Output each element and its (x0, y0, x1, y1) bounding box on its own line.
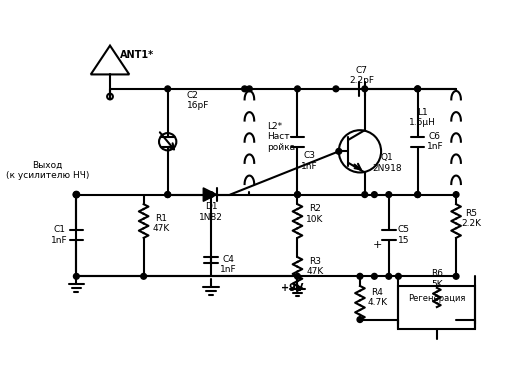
Circle shape (165, 192, 171, 197)
Polygon shape (203, 188, 217, 201)
Circle shape (295, 86, 301, 92)
Circle shape (74, 192, 79, 197)
Text: C6
1nF: C6 1nF (427, 132, 443, 151)
Circle shape (208, 192, 214, 197)
Text: Регенерация: Регенерация (408, 294, 466, 303)
Circle shape (362, 192, 367, 197)
Circle shape (362, 86, 367, 92)
Text: L1
1.6μH: L1 1.6μH (409, 108, 436, 127)
Text: R2
10K: R2 10K (306, 204, 323, 224)
Text: R6
5K: R6 5K (431, 269, 443, 289)
Circle shape (165, 192, 171, 197)
Text: L2*
Наст-
ройка: L2* Наст- ройка (267, 122, 295, 152)
Text: C3
1nF: C3 1nF (301, 151, 317, 170)
Circle shape (165, 86, 171, 92)
Circle shape (247, 86, 252, 92)
Circle shape (295, 192, 301, 197)
Text: R4
4.7K: R4 4.7K (367, 288, 387, 307)
Circle shape (415, 86, 420, 92)
Circle shape (333, 86, 339, 92)
Text: C4
1nF: C4 1nF (220, 255, 237, 275)
Circle shape (372, 192, 377, 197)
Circle shape (453, 273, 459, 279)
Circle shape (415, 192, 420, 197)
Circle shape (336, 148, 342, 154)
Circle shape (357, 317, 363, 323)
Circle shape (295, 273, 301, 279)
Circle shape (74, 273, 79, 279)
Text: C2
16pF: C2 16pF (187, 91, 209, 110)
Text: Q1
2N918: Q1 2N918 (372, 153, 402, 173)
Text: +: + (373, 239, 382, 249)
Circle shape (415, 86, 420, 92)
Text: R1
47K: R1 47K (153, 214, 170, 233)
Circle shape (242, 86, 248, 92)
Text: +9V: +9V (281, 283, 304, 293)
Text: C1
1nF: C1 1nF (51, 225, 67, 245)
Circle shape (415, 192, 420, 197)
Circle shape (395, 273, 401, 279)
Circle shape (453, 192, 459, 197)
Text: R5
2.2K: R5 2.2K (461, 209, 482, 228)
Text: ANT1*: ANT1* (120, 50, 154, 60)
Circle shape (357, 273, 363, 279)
Circle shape (141, 273, 146, 279)
Circle shape (372, 273, 377, 279)
Text: D1
1N82: D1 1N82 (199, 202, 223, 222)
Circle shape (386, 192, 392, 197)
Text: C7
2.2pF: C7 2.2pF (349, 66, 374, 85)
Circle shape (295, 192, 301, 197)
Text: R3
47K: R3 47K (306, 257, 323, 276)
Text: Выход
(к усилителю НЧ): Выход (к усилителю НЧ) (6, 161, 89, 180)
Circle shape (386, 273, 392, 279)
Text: C5
15: C5 15 (397, 225, 409, 245)
